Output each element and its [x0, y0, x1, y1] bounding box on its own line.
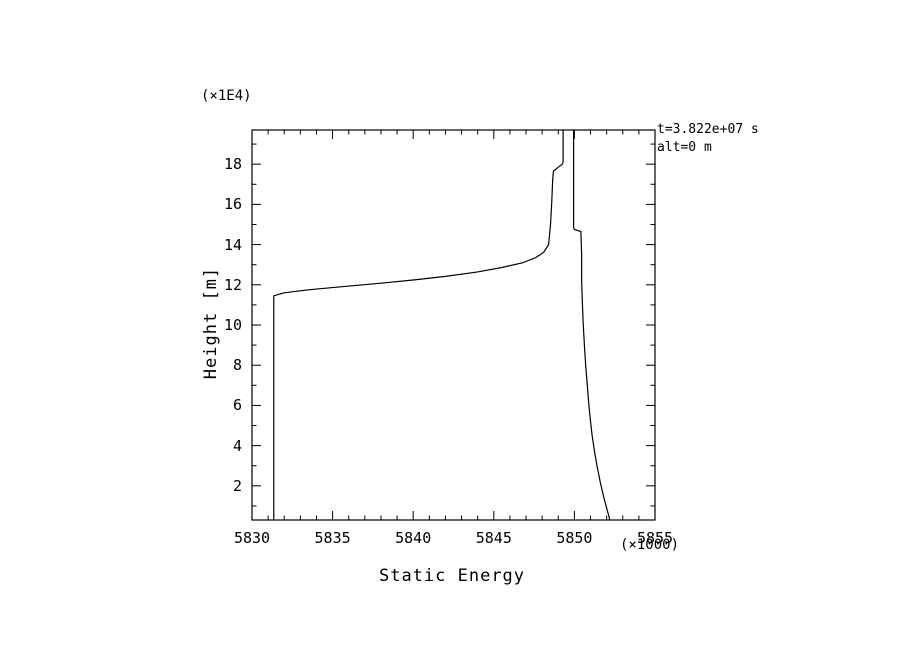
y-axis-unit-label: (×1E4)	[201, 88, 252, 104]
y-tick-label: 10	[223, 316, 242, 334]
y-tick-label: 4	[232, 436, 242, 455]
y-tick-label: 18	[223, 155, 242, 174]
x-axis-title: Static Energy	[378, 566, 526, 586]
annotation-altitude: alt=0 m	[657, 140, 712, 155]
x-tick-label: 5850	[556, 529, 593, 547]
annotation-time: t=3.822e+07 s	[657, 122, 759, 137]
y-tick-label: 8	[232, 356, 242, 375]
x-tick-label: 5840	[395, 529, 432, 547]
y-tick-label: 12	[223, 275, 242, 294]
y-tick-label: 14	[223, 235, 242, 254]
y-tick-label: 2	[232, 476, 242, 495]
series-profile-right-branch	[572, 130, 611, 521]
x-tick-label: 5845	[475, 529, 512, 547]
plot-frame	[251, 129, 656, 521]
x-axis-unit-label: (×1000)	[620, 537, 680, 553]
x-tick-label: 5830	[233, 529, 271, 547]
series-profile-left-branch	[273, 130, 564, 520]
y-tick-label: 6	[232, 396, 242, 415]
y-tick-label: 16	[223, 195, 242, 214]
x-tick-label: 5835	[314, 529, 351, 547]
x-tick-label: 5855	[636, 529, 674, 547]
